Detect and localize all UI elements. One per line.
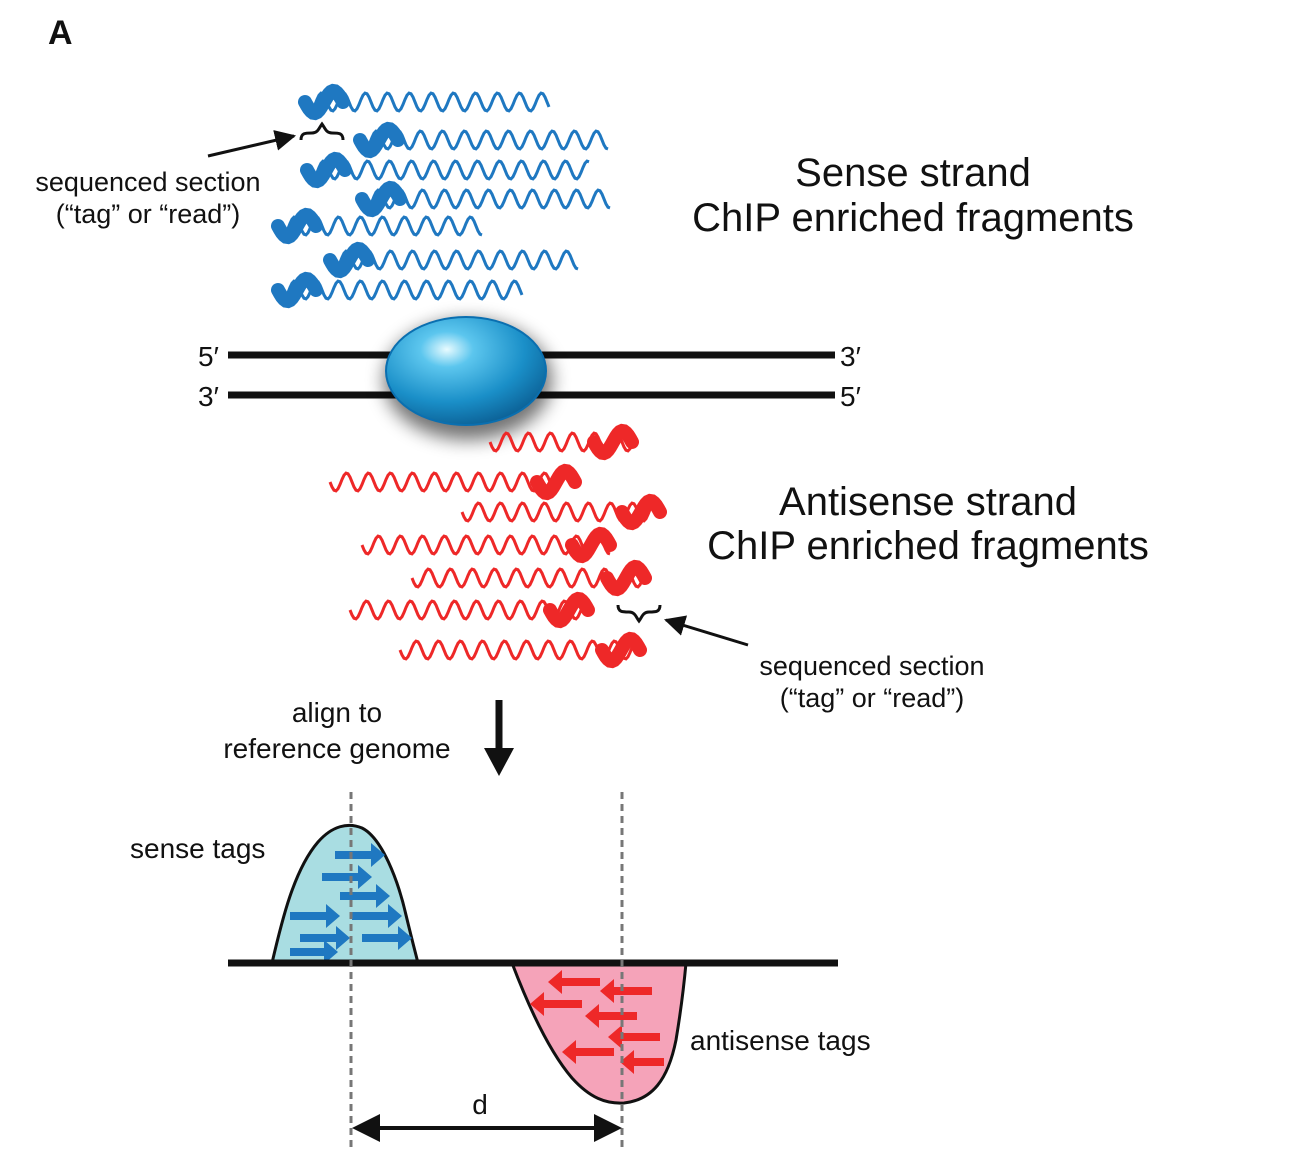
sense-tag-arrow bbox=[322, 865, 372, 889]
sense-tags-label: sense tags bbox=[130, 833, 265, 864]
antisense-read-tag bbox=[595, 631, 647, 669]
antisense-tag-arrow bbox=[548, 970, 600, 994]
dna-bottom-right-end: 5′ bbox=[840, 381, 861, 412]
sense-callout: sequenced section (“tag” or “read”) bbox=[35, 121, 345, 229]
sense-tag-arrow bbox=[340, 884, 390, 908]
antisense-tag-arrow bbox=[600, 979, 652, 1003]
antisense-tag-arrow bbox=[608, 1025, 660, 1049]
antisense-read-tag bbox=[543, 591, 595, 629]
antisense-tag-arrow bbox=[562, 1040, 614, 1064]
antisense-callout-arrow bbox=[663, 615, 749, 647]
tag-profile: d sense tags antisense tags bbox=[130, 792, 871, 1148]
antisense-peak bbox=[509, 961, 688, 1105]
antisense-brace bbox=[616, 604, 662, 624]
panel-label: A bbox=[48, 14, 73, 52]
sense-read-tag bbox=[355, 180, 407, 218]
antisense-fragment bbox=[328, 471, 576, 493]
sense-fragments bbox=[271, 83, 611, 309]
dna-top-left-end: 5′ bbox=[198, 341, 219, 372]
sense-title-line2: ChIP enriched fragments bbox=[692, 196, 1134, 240]
antisense-read-tag bbox=[587, 423, 639, 461]
sense-callout-arrow bbox=[207, 130, 297, 158]
sense-tag-arrows bbox=[290, 843, 412, 964]
sense-tag-arrow bbox=[335, 843, 385, 867]
dna-binding-protein bbox=[385, 316, 547, 426]
dna-duplex: 5′ 3′ 3′ 5′ bbox=[198, 316, 861, 440]
sense-brace bbox=[299, 121, 345, 141]
antisense-fragments bbox=[328, 423, 667, 669]
sense-tag-arrow bbox=[352, 904, 402, 928]
sense-read-tag bbox=[300, 151, 352, 189]
antisense-tag-arrow bbox=[620, 1050, 664, 1074]
antisense-tag-arrow bbox=[585, 1004, 637, 1028]
sense-read-tag bbox=[323, 241, 375, 279]
align-step: align to reference genome bbox=[223, 697, 514, 776]
antisense-fragment bbox=[410, 567, 646, 589]
sense-callout-line1: sequenced section bbox=[35, 167, 260, 197]
sense-tag-arrow bbox=[362, 926, 412, 950]
sense-callout-line2: (“tag” or “read”) bbox=[56, 199, 241, 229]
sense-tag-arrow bbox=[300, 926, 350, 950]
dna-top-right-end: 3′ bbox=[840, 341, 861, 372]
distance-arrow bbox=[352, 1114, 622, 1142]
distance-label: d bbox=[472, 1089, 488, 1120]
antisense-read-tag bbox=[600, 559, 652, 597]
antisense-title-line1: Antisense strand bbox=[779, 480, 1077, 524]
sense-tag-arrow bbox=[290, 904, 340, 928]
antisense-read-tag bbox=[615, 493, 667, 531]
antisense-callout-line2: (“tag” or “read”) bbox=[780, 683, 965, 713]
antisense-tag-arrow bbox=[530, 992, 582, 1016]
sense-read-tag bbox=[353, 121, 405, 159]
sense-read-tag bbox=[271, 271, 323, 309]
antisense-read-tag bbox=[530, 463, 582, 501]
antisense-callout-line1: sequenced section bbox=[759, 651, 984, 681]
antisense-callout: sequenced section (“tag” or “read”) bbox=[616, 604, 985, 713]
align-down-arrow bbox=[484, 700, 514, 776]
sense-read-tag bbox=[271, 207, 323, 245]
antisense-title-line2: ChIP enriched fragments bbox=[707, 524, 1149, 568]
dna-bottom-left-end: 3′ bbox=[198, 381, 219, 412]
sense-title-line1: Sense strand bbox=[795, 151, 1031, 195]
antisense-tags-label: antisense tags bbox=[690, 1025, 871, 1056]
sense-read-tag bbox=[298, 83, 350, 121]
sense-tag-arrow bbox=[290, 940, 338, 964]
align-line1: align to bbox=[292, 697, 382, 728]
antisense-tag-arrows bbox=[530, 970, 664, 1074]
align-line2: reference genome bbox=[223, 733, 450, 764]
sense-fragment bbox=[305, 159, 590, 181]
antisense-read-tag bbox=[565, 526, 617, 564]
